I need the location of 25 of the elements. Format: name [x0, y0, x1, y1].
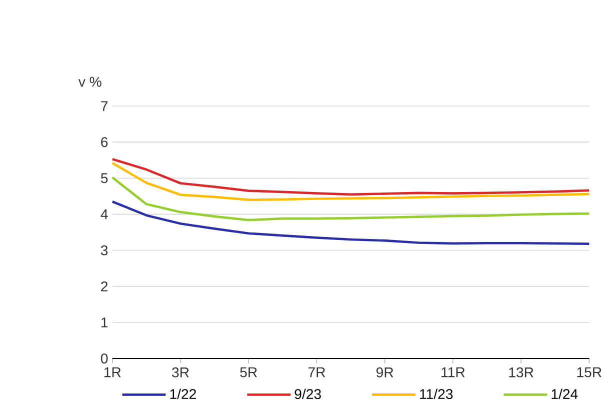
y-tick-label: 5	[100, 173, 108, 183]
y-tick-label: 2	[101, 281, 108, 292]
y-tick-label: 0	[100, 353, 108, 364]
x-tick-label: 11R	[442, 367, 465, 377]
line-series	[111, 162, 590, 201]
x-tick-label: 1R	[104, 367, 121, 377]
y-axis-title: v %	[78, 76, 102, 87]
x-tick-label: 7R	[308, 367, 326, 377]
y-tick-label: 4	[100, 209, 108, 219]
line-series	[111, 176, 590, 222]
line-series	[111, 158, 590, 196]
y-tick-label: 7	[101, 101, 108, 111]
y-tick-label: 3	[100, 245, 108, 256]
legend-label: 1/24	[552, 388, 578, 399]
x-tick-label: 5R	[240, 367, 257, 378]
legend-label: 1/22	[170, 388, 196, 399]
legend-label: 9/23	[294, 388, 321, 399]
x-tick-label: 9R	[376, 367, 394, 378]
x-tick-label: 15R	[577, 367, 602, 378]
y-tick-label: 1	[101, 317, 108, 328]
x-tick-label: 3R	[172, 367, 189, 378]
y-tick-label: 6	[101, 136, 108, 147]
line-series	[111, 200, 590, 245]
x-tick-label: 13R	[509, 367, 534, 378]
legend-label: 11/23	[420, 388, 453, 399]
